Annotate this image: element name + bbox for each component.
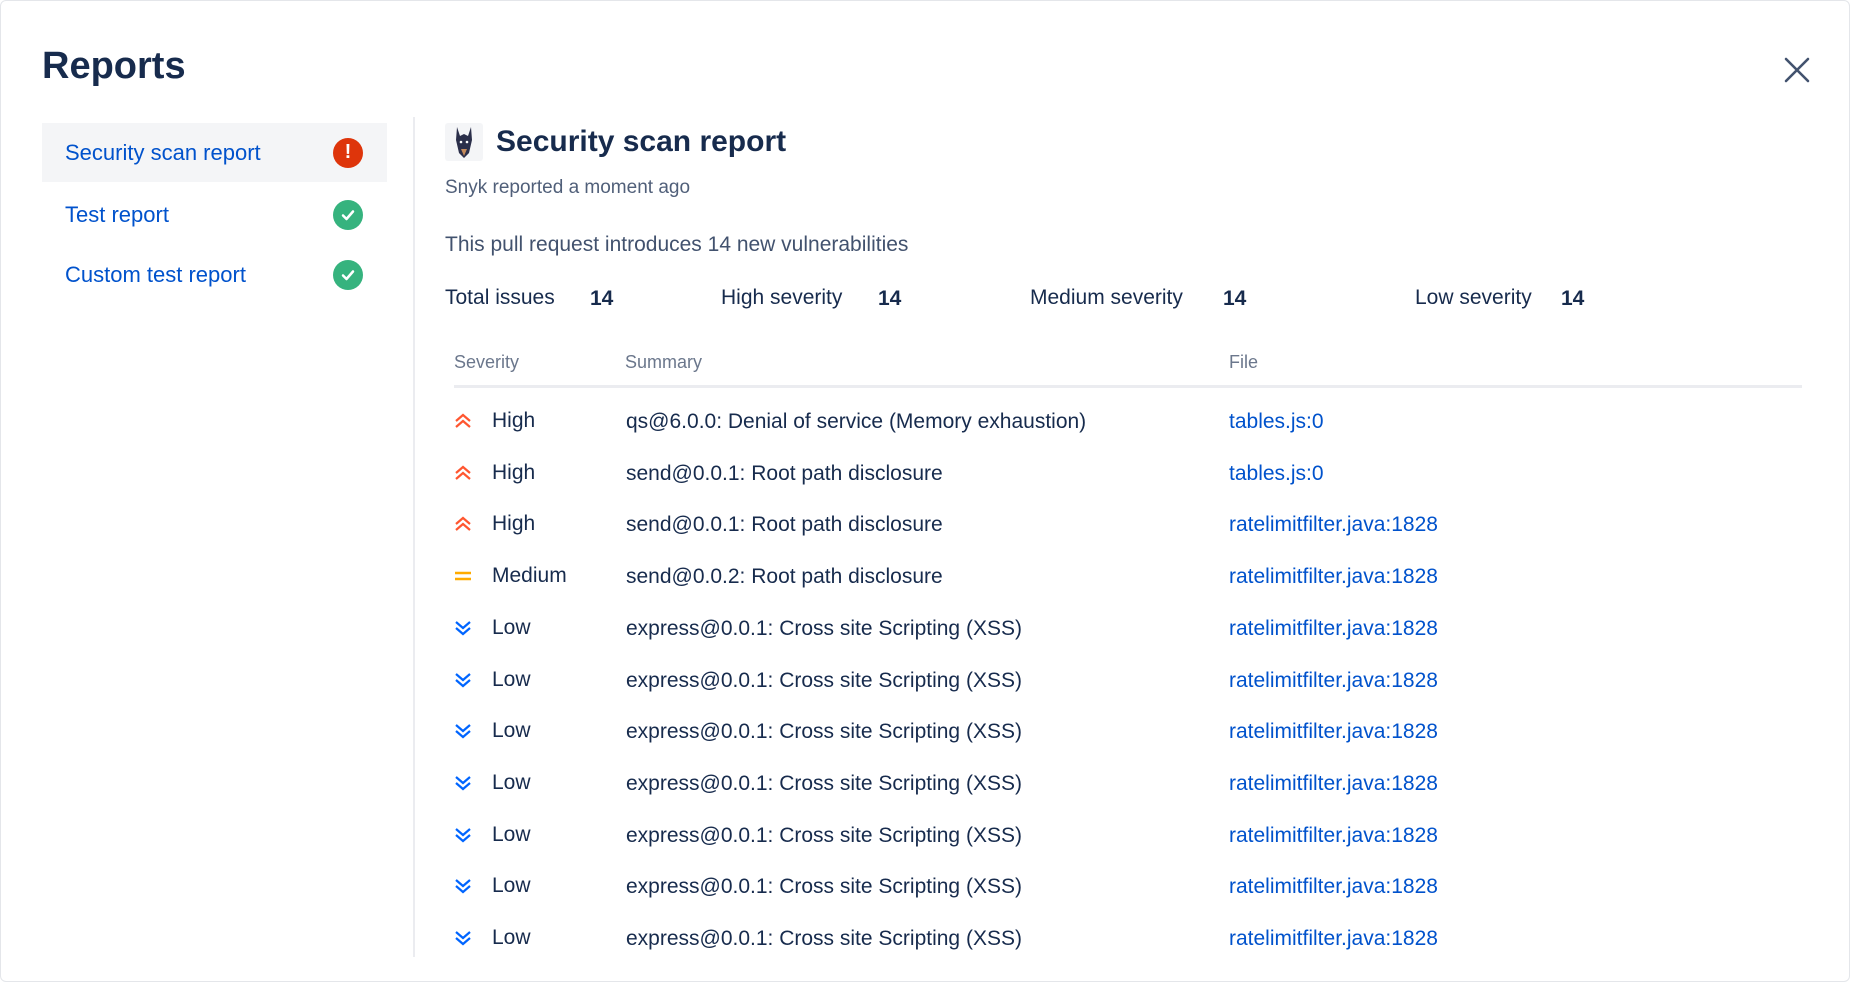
issue-summary: express@0.0.1: Cross site Scripting (XSS… <box>626 771 1022 795</box>
file-link[interactable]: ratelimitfilter.java:1828 <box>1229 616 1438 640</box>
severity-label: Low <box>492 822 531 846</box>
priority-high-icon <box>455 516 471 532</box>
snyk-logo-icon <box>445 123 483 161</box>
close-button[interactable] <box>1783 56 1811 84</box>
check-icon <box>333 199 363 230</box>
stat-medium-label: Medium severity <box>1030 286 1183 309</box>
severity-label: Low <box>492 667 531 691</box>
stat-total-label: Total issues <box>445 286 555 309</box>
table-row: Low express@0.0.1: Cross site Scripting (… <box>1 765 1856 805</box>
priority-low-icon <box>455 776 471 791</box>
check-icon <box>333 259 363 290</box>
priority-high-icon <box>455 465 471 480</box>
severity-label: Low <box>492 926 531 949</box>
severity-label: Low <box>492 770 531 794</box>
sidebar-item-label: Custom test report <box>65 261 246 287</box>
table-row: High send@0.0.1: Root path disclosure rate… <box>1 506 1856 546</box>
table-row: Medium send@0.0.2: Root path disclosure ra… <box>1 558 1856 598</box>
priority-low-icon <box>455 827 471 843</box>
error-icon: ! <box>333 137 363 168</box>
priority-medium-icon <box>455 571 471 581</box>
file-link[interactable]: ratelimitfilter.java:1828 <box>1229 668 1438 692</box>
table-row: Low express@0.0.1: Cross site Scripting (… <box>1 610 1856 650</box>
issue-summary: express@0.0.1: Cross site Scripting (XSS… <box>626 720 1022 744</box>
severity-label: High <box>492 512 536 536</box>
issue-summary: send@0.0.2: Root path disclosure <box>626 565 943 589</box>
file-link[interactable]: tables.js:0 <box>1229 461 1324 485</box>
file-link[interactable]: ratelimitfilter.java:1828 <box>1229 513 1438 537</box>
stat-low-label: Low severity <box>1415 286 1532 309</box>
report-title: Security scan report <box>496 125 787 158</box>
severity-label: High <box>492 460 536 484</box>
table-row: Low express@0.0.1: Cross site Scripting (… <box>1 713 1856 753</box>
issue-summary: qs@6.0.0: Denial of service (Memory exha… <box>626 410 1087 433</box>
issue-summary: express@0.0.1: Cross site Scripting (XSS… <box>626 927 1022 950</box>
issue-summary: express@0.0.1: Cross site Scripting (XSS… <box>626 875 1022 899</box>
file-link[interactable]: ratelimitfilter.java:1828 <box>1229 565 1438 589</box>
priority-low-icon <box>455 931 471 946</box>
file-link[interactable]: ratelimitfilter.java:1828 <box>1229 927 1438 950</box>
priority-low-icon <box>455 672 471 687</box>
stat-medium-value: 14 <box>1223 287 1247 310</box>
severity-label: Low <box>492 719 531 743</box>
priority-low-icon <box>455 724 471 739</box>
table-row: Low express@0.0.1: Cross site Scripting (… <box>1 920 1856 960</box>
issue-summary: send@0.0.1: Root path disclosure <box>626 461 943 485</box>
sidebar-item-security-scan-report[interactable]: Security scan report ! <box>42 123 387 182</box>
issue-summary: send@0.0.1: Root path disclosure <box>626 513 943 537</box>
table-row: Low express@0.0.1: Cross site Scripting (… <box>1 662 1856 702</box>
priority-low-icon <box>455 620 471 636</box>
stat-high-value: 14 <box>878 287 902 310</box>
severity-label: Medium <box>492 564 567 588</box>
sidebar-item-label: Test report <box>65 201 169 227</box>
column-header-severity[interactable]: Severity <box>454 352 520 372</box>
priority-low-icon <box>455 879 471 894</box>
file-link[interactable]: ratelimitfilter.java:1828 <box>1229 823 1438 847</box>
stat-total-value: 14 <box>590 287 614 310</box>
report-intro: This pull request introduces 14 new vuln… <box>445 233 909 256</box>
close-icon <box>1784 57 1810 83</box>
file-link[interactable]: ratelimitfilter.java:1828 <box>1229 771 1438 795</box>
file-link[interactable]: ratelimitfilter.java:1828 <box>1229 875 1438 899</box>
table-row: High qs@6.0.0: Denial of service (Memory … <box>1 403 1856 443</box>
issue-summary: express@0.0.1: Cross site Scripting (XSS… <box>626 616 1022 640</box>
sidebar-item-custom-test-report[interactable]: Custom test report <box>42 245 387 304</box>
column-header-file[interactable]: File <box>1229 352 1259 372</box>
issue-summary: express@0.0.1: Cross site Scripting (XSS… <box>626 668 1022 692</box>
stat-high-label: High severity <box>721 286 843 309</box>
table-row: Low express@0.0.1: Cross site Scripting (… <box>1 868 1856 908</box>
severity-label: Low <box>492 874 531 898</box>
file-link[interactable]: tables.js:0 <box>1229 410 1324 433</box>
priority-high-icon <box>455 413 471 428</box>
file-link[interactable]: ratelimitfilter.java:1828 <box>1229 720 1438 744</box>
stat-low-value: 14 <box>1561 287 1585 310</box>
severity-label: Low <box>492 615 531 639</box>
divider <box>413 117 415 957</box>
sidebar-item-test-report[interactable]: Test report <box>42 185 387 244</box>
issue-summary: express@0.0.1: Cross site Scripting (XSS… <box>626 823 1022 847</box>
sidebar-item-label: Security scan report <box>65 139 261 165</box>
table-row: Low express@0.0.1: Cross site Scripting (… <box>1 817 1856 857</box>
modal-title: Reports <box>42 45 186 87</box>
severity-label: High <box>492 409 536 432</box>
report-subtitle: Snyk reported a moment ago <box>445 177 691 198</box>
table-row: High send@0.0.1: Root path disclosure tabl… <box>1 455 1856 495</box>
column-header-summary[interactable]: Summary <box>625 352 703 372</box>
table-header-divider <box>454 385 1802 388</box>
